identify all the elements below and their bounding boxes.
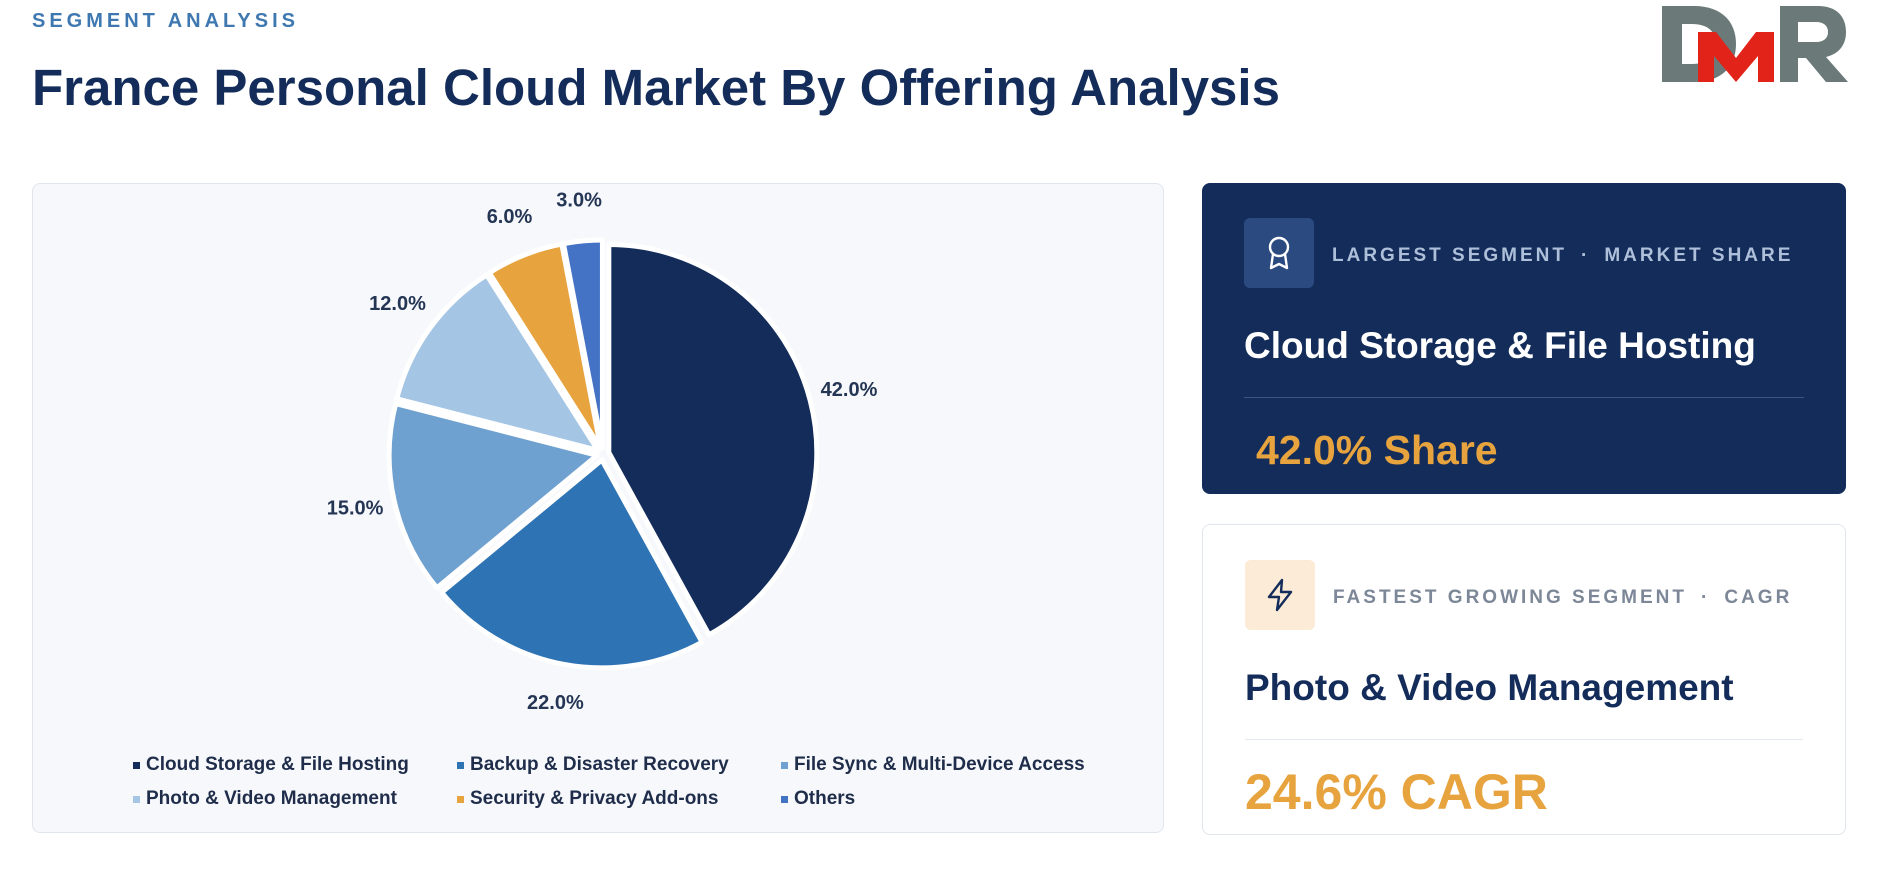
legend-item-photo-video: Photo & Video Management [133,788,457,810]
pie-slice-backup-recovery [439,457,705,671]
legend-swatch [457,761,464,769]
slice-label-photo-video: 12.0% [369,293,426,315]
legend-swatch [781,795,788,803]
largest-segment-tag: LARGEST SEGMENT · MARKET SHARE [1332,245,1794,266]
legend-label: File Sync & Multi-Device Access [794,754,1085,775]
largest-segment-name: Cloud Storage & File Hosting [1244,325,1756,366]
pie-chart-card: 42.0% 22.0% 15.0% 12.0% 6.0% 3.0% Cloud Stora… [32,183,1164,833]
chart-legend: Cloud Storage & File Hosting Backup & Dis… [133,754,1133,810]
legend-swatch [457,795,464,803]
award-ribbon-icon [1244,218,1314,288]
dmr-logo [1660,2,1850,86]
legend-label: Cloud Storage & File Hosting [146,754,409,775]
legend-item-others: Others [781,788,1121,810]
slice-label-others: 3.0% [556,189,602,211]
legend-label: Photo & Video Management [146,788,397,809]
fastest-segment-cagr: 24.6% CAGR [1245,764,1548,820]
section-eyebrow: SEGMENT ANALYSIS [32,10,299,32]
pie-slice-photo-video [394,272,601,453]
largest-segment-card: LARGEST SEGMENT · MARKET SHARE Cloud Stora… [1202,183,1846,494]
slice-label-security-privacy: 6.0% [487,206,533,228]
lightning-icon [1245,560,1315,630]
pie-chart: 42.0% 22.0% 15.0% 12.0% 6.0% 3.0% [327,189,878,714]
legend-label: Backup & Disaster Recovery [470,754,729,775]
slice-label-cloud-storage: 42.0% [821,379,878,401]
fastest-segment-tag: FASTEST GROWING SEGMENT · CAGR [1333,587,1793,608]
slice-label-backup-recovery: 22.0% [527,692,584,714]
legend-item-file-sync: File Sync & Multi-Device Access [781,754,1121,776]
legend-swatch [133,761,140,769]
fastest-segment-name: Photo & Video Management [1245,667,1734,708]
fastest-segment-card: FASTEST GROWING SEGMENT · CAGR Photo & Vid… [1202,524,1846,835]
legend-label: Security & Privacy Add-ons [470,788,719,809]
legend-swatch [781,761,788,769]
dmr-logo-mark [1662,6,1848,82]
legend-item-backup-recovery: Backup & Disaster Recovery [457,754,781,776]
legend-swatch [133,795,140,803]
page-title: France Personal Cloud Market By Offering… [32,59,1280,116]
legend-item-security-privacy: Security & Privacy Add-ons [457,788,781,810]
divider [1244,397,1804,398]
largest-segment-share: 42.0% Share [1256,427,1498,473]
legend-label: Others [794,788,856,809]
slice-label-file-sync: 15.0% [327,498,384,520]
pie-slice-file-sync [386,401,600,591]
legend-item-cloud-storage: Cloud Storage & File Hosting [133,754,457,776]
divider [1245,739,1803,740]
pie-slice-others [560,237,605,451]
pie-slice-cloud-storage [606,242,820,638]
